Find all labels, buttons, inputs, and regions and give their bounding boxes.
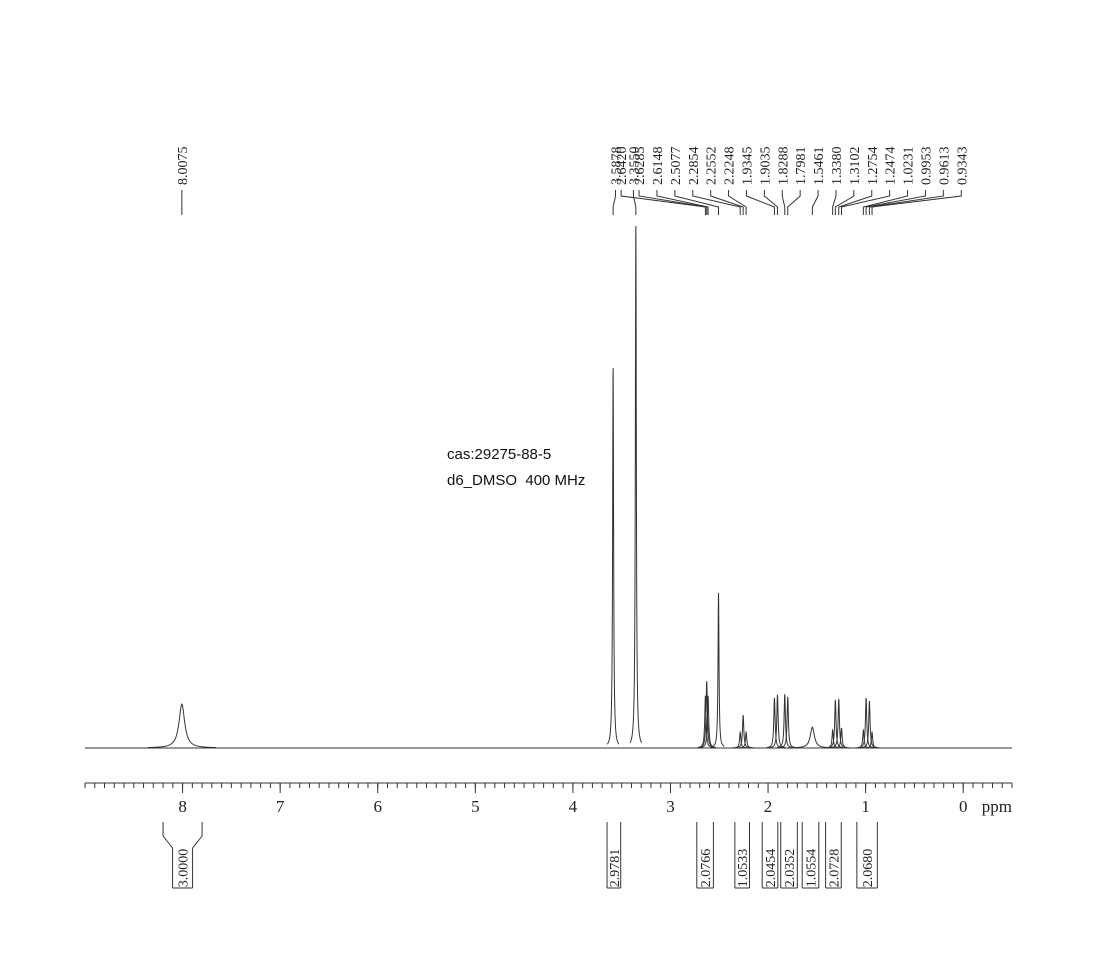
- peak-label: 0.9613: [937, 147, 952, 186]
- peak: [858, 697, 874, 748]
- peak-leader: [838, 190, 873, 215]
- x-axis-label: ppm: [982, 797, 1012, 816]
- peak-label: 1.9035: [758, 147, 773, 186]
- peak: [776, 694, 793, 748]
- peak-label: 1.8288: [776, 147, 791, 186]
- peak-leader: [612, 190, 617, 215]
- peak-label: 1.3380: [830, 147, 845, 186]
- integral-label: 2.0728: [827, 849, 842, 888]
- peak-label: 2.6420: [615, 147, 630, 186]
- peak-leader: [692, 190, 741, 215]
- peak-label: 2.2854: [687, 147, 702, 186]
- peak-label: 2.2248: [723, 147, 738, 186]
- peak-label: 0.9953: [919, 147, 934, 186]
- peak-label: 1.0231: [902, 147, 917, 186]
- x-tick-label: 7: [276, 797, 285, 816]
- peak-leader: [745, 190, 775, 215]
- x-tick-label: 1: [861, 797, 870, 816]
- peak-label: 2.2552: [705, 147, 720, 186]
- peak: [738, 730, 754, 749]
- integral-label: 2.9781: [608, 849, 623, 888]
- peak-label: 1.2754: [866, 147, 881, 186]
- x-tick-label: 0: [959, 797, 968, 816]
- peak: [787, 726, 837, 749]
- peak-label: 1.2474: [884, 147, 899, 186]
- integral-label: 2.0766: [699, 849, 714, 888]
- peak: [712, 592, 725, 747]
- peak-label: 2.6148: [651, 147, 666, 186]
- peak-leader: [674, 190, 720, 215]
- x-tick-label: 4: [569, 797, 578, 816]
- peak-leader: [787, 190, 801, 215]
- x-tick-label: 5: [471, 797, 480, 816]
- peak: [606, 367, 620, 745]
- peak: [766, 697, 783, 748]
- peak-label: 2.6285: [633, 147, 648, 186]
- peak-label: 1.7981: [794, 147, 809, 186]
- peak: [147, 702, 217, 749]
- annotation: d6_DMSO 400 MHz: [447, 472, 585, 489]
- integral-bracket: [162, 822, 174, 888]
- integral-label: 2.0680: [861, 849, 876, 888]
- peak-label: 0.9343: [955, 147, 970, 186]
- peak-label: 2.5077: [669, 147, 684, 186]
- annotation: cas:29275-88-5: [447, 446, 551, 463]
- peak-leader: [834, 190, 855, 215]
- peak: [779, 696, 796, 748]
- peak: [735, 715, 751, 749]
- peak-leader: [620, 190, 706, 215]
- peak-label: 3.3550: [627, 147, 642, 186]
- integral-label: 1.0533: [736, 849, 751, 888]
- peak-leader: [862, 190, 909, 215]
- peak-leader: [763, 190, 778, 215]
- peak-leader: [811, 190, 819, 215]
- peak-leader: [632, 190, 637, 215]
- peak-label: 3.5878: [610, 147, 625, 186]
- peak: [833, 728, 850, 749]
- peak: [864, 730, 880, 749]
- x-tick-label: 2: [764, 797, 773, 816]
- peak: [732, 730, 749, 749]
- x-tick-label: 6: [373, 797, 382, 816]
- peak-label: 1.5461: [812, 147, 827, 186]
- peak: [629, 225, 643, 744]
- peak-label: 1.3102: [848, 147, 863, 186]
- peak-leader: [728, 190, 747, 215]
- integral-bracket: [192, 822, 203, 888]
- peak: [700, 695, 716, 748]
- peak-leader: [840, 190, 891, 215]
- peak-label: 8.0075: [176, 147, 191, 186]
- peak-leader: [781, 190, 786, 215]
- peak-leader: [638, 190, 708, 215]
- peak-label: 1.9345: [740, 147, 755, 186]
- integral-label: 3.0000: [177, 849, 192, 888]
- integral-label: 2.0454: [764, 849, 779, 888]
- x-tick-label: 3: [666, 797, 675, 816]
- peak-leader: [710, 190, 744, 215]
- peak-leader: [832, 190, 837, 215]
- integral-label: 2.0352: [783, 849, 798, 888]
- integral-label: 1.0554: [804, 849, 819, 888]
- x-tick-label: 8: [178, 797, 187, 816]
- peak-leader: [871, 190, 962, 215]
- peak: [827, 699, 844, 749]
- peak-leader: [656, 190, 709, 215]
- peak-leader: [868, 190, 944, 215]
- peak-leader: [865, 190, 926, 215]
